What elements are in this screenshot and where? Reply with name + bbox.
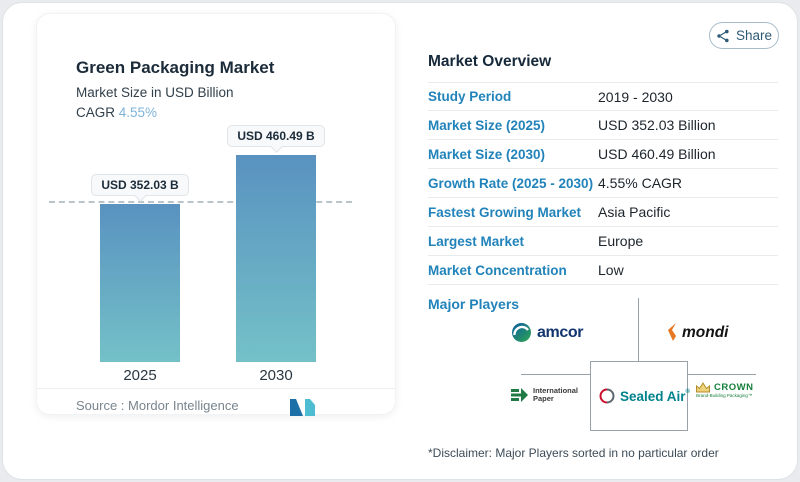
cagr-label: CAGR bbox=[76, 105, 116, 120]
crown-logo: CROWN Brand-Building Packaging™ bbox=[695, 382, 753, 399]
sealed-air-logo: Sealed Air® bbox=[599, 388, 690, 404]
x-axis-label-2025: 2025 bbox=[123, 367, 157, 384]
connector-horizontal-line-left bbox=[521, 374, 590, 375]
row-value: 4.55% CAGR bbox=[598, 175, 683, 191]
international-paper-logo: International Paper bbox=[511, 387, 578, 403]
amcor-icon bbox=[512, 323, 531, 342]
bar-2030[interactable] bbox=[236, 155, 316, 362]
source-label: Source : bbox=[76, 398, 125, 413]
share-button-label: Share bbox=[735, 28, 773, 43]
row-label: Fastest Growing Market bbox=[428, 204, 582, 220]
sealed-air-wordmark: Sealed Air® bbox=[620, 388, 690, 404]
row-label: Market Concentration bbox=[428, 262, 567, 278]
mondi-icon bbox=[668, 323, 676, 341]
bar-group-2025: USD 352.03 B 2025 bbox=[91, 174, 189, 384]
bar-value-tag-2030: USD 460.49 B bbox=[227, 125, 325, 147]
source-divider bbox=[37, 388, 395, 389]
table-row-fastest-growing-market: Fastest Growing Market Asia Pacific bbox=[428, 198, 778, 227]
bar-2025[interactable] bbox=[100, 204, 180, 362]
row-label: Largest Market bbox=[428, 233, 525, 249]
mondi-wordmark: mondi bbox=[682, 323, 729, 341]
overview-table: Study Period 2019 - 2030 Market Size (20… bbox=[428, 82, 778, 285]
table-row-growth-rate: Growth Rate (2025 - 2030) 4.55% CAGR bbox=[428, 169, 778, 198]
amcor-wordmark: amcor bbox=[537, 323, 584, 341]
chart-cagr: CAGR 4.55% bbox=[76, 105, 274, 120]
connector-vertical-line bbox=[638, 298, 639, 361]
disclaimer-text: *Disclaimer: Major Players sorted in no … bbox=[428, 446, 719, 460]
row-value: Europe bbox=[598, 233, 644, 249]
market-size-chart-card: Green Packaging Market Market Size in US… bbox=[36, 13, 396, 416]
amcor-logo: amcor bbox=[511, 322, 583, 343]
international-paper-wordmark: International Paper bbox=[533, 386, 579, 403]
chart-title: Green Packaging Market bbox=[76, 58, 275, 77]
share-icon bbox=[717, 29, 729, 42]
connector-horizontal-line-right bbox=[688, 374, 756, 375]
share-button[interactable]: Share bbox=[709, 22, 779, 49]
crown-tagline: Brand-Building Packaging™ bbox=[696, 393, 753, 398]
row-value: USD 352.03 Billion bbox=[598, 117, 716, 133]
international-paper-icon bbox=[511, 388, 528, 402]
row-label: Study Period bbox=[428, 89, 512, 104]
row-value: USD 460.49 Billion bbox=[598, 146, 716, 162]
bar-group-2030: USD 460.49 B 2030 bbox=[227, 125, 325, 384]
row-label: Growth Rate (2025 - 2030) bbox=[428, 175, 594, 191]
connector-center-box bbox=[590, 361, 688, 431]
sealed-air-icon bbox=[599, 388, 615, 404]
table-row-market-size-2030: Market Size (2030) USD 460.49 Billion bbox=[428, 140, 778, 169]
reference-dashed-line bbox=[49, 201, 352, 203]
table-row-study-period: Study Period 2019 - 2030 bbox=[428, 82, 778, 111]
source-text: Source : Mordor Intelligence bbox=[76, 398, 239, 413]
cagr-value: 4.55% bbox=[118, 105, 158, 120]
major-players-label: Major Players bbox=[428, 296, 520, 312]
overview-title: Market Overview bbox=[428, 53, 552, 70]
mordor-intelligence-logo bbox=[290, 399, 315, 416]
mondi-logo: mondi bbox=[666, 323, 729, 342]
crown-icon bbox=[696, 382, 710, 393]
chart-header: Green Packaging Market Market Size in US… bbox=[76, 58, 274, 120]
row-value: Asia Pacific bbox=[598, 204, 671, 220]
table-row-largest-market: Largest Market Europe bbox=[428, 227, 778, 256]
row-value: 2019 - 2030 bbox=[598, 88, 673, 105]
table-row-market-concentration: Market Concentration Low bbox=[428, 256, 778, 285]
row-label: Market Size (2025) bbox=[428, 117, 546, 133]
source-name: Mordor Intelligence bbox=[128, 398, 239, 413]
x-axis-label-2030: 2030 bbox=[259, 367, 293, 384]
chart-subtitle: Market Size in USD Billion bbox=[76, 85, 234, 100]
row-label: Market Size (2030) bbox=[428, 146, 546, 162]
crown-wordmark: CROWN bbox=[714, 381, 754, 393]
table-row-market-size-2025: Market Size (2025) USD 352.03 Billion bbox=[428, 111, 778, 140]
row-value: Low bbox=[598, 262, 624, 278]
